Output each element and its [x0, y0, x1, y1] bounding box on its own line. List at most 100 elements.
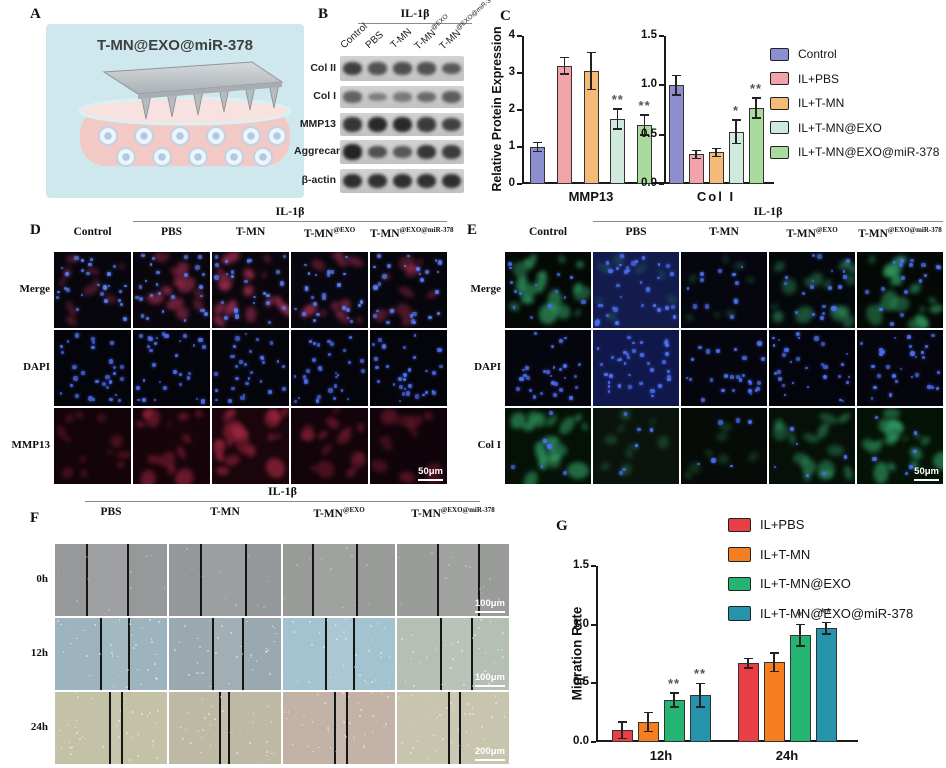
column-header: PBS: [160, 226, 183, 238]
stain-blob: [241, 265, 257, 282]
nucleus-dot: [637, 427, 642, 432]
cell-speckle: [267, 649, 270, 652]
cell-speckle: [334, 624, 337, 626]
cell-speckle: [461, 650, 464, 652]
panel-g-label: G: [556, 518, 568, 534]
nucleus-dot: [754, 388, 758, 392]
stain-blob: [745, 275, 756, 285]
nucleus-dot: [864, 290, 870, 295]
nucleus-dot: [646, 362, 651, 366]
cell-speckle: [372, 731, 374, 734]
nucleus-dot: [828, 286, 832, 291]
cell: [267, 126, 287, 146]
nucleus-dot: [229, 354, 233, 358]
nucleus-dot: [618, 470, 623, 476]
error-cap: [669, 706, 679, 708]
blot-strip: [340, 56, 464, 81]
nucleus-dot: [540, 465, 543, 468]
cell-speckle: [194, 578, 197, 581]
cell-speckle: [481, 625, 484, 628]
stain-blob: [96, 412, 108, 424]
cell: [206, 126, 226, 146]
scale-bar-line: [914, 478, 939, 481]
blot-band: [442, 144, 462, 159]
nucleus-dot: [428, 315, 432, 320]
cell-speckle: [62, 651, 65, 653]
nucleus-dot: [172, 369, 177, 375]
micro-image: [681, 252, 767, 328]
cell-speckle: [435, 647, 438, 649]
cell: [134, 126, 154, 146]
nucleus-dot: [303, 263, 307, 267]
nucleus-dot: [525, 375, 531, 380]
cell-speckle: [380, 652, 382, 654]
nucleus-dot: [403, 372, 408, 377]
nucleus-dot: [215, 388, 219, 392]
nucleus-dot: [563, 296, 566, 299]
scratch-line: [99, 618, 102, 690]
blot-row-label: Aggrecan: [294, 145, 343, 157]
cell-speckle: [228, 731, 231, 734]
cell-speckle: [442, 738, 444, 741]
error-cap: [559, 56, 569, 59]
cell: [241, 126, 261, 146]
nucleus-dot: [106, 272, 111, 276]
nucleus-dot: [158, 291, 162, 295]
nucleus-dot: [651, 394, 654, 398]
nucleus-dot: [885, 365, 890, 370]
nucleus-dot: [422, 393, 425, 397]
nucleus-dot: [73, 376, 78, 381]
cell-speckle: [261, 644, 264, 647]
micro-image: [212, 252, 289, 328]
nucleus-dot: [634, 444, 638, 447]
stain-blob: [595, 295, 604, 304]
cell-speckle: [137, 755, 139, 757]
cell-speckle: [201, 672, 204, 675]
cell-speckle: [135, 644, 137, 646]
nucleus-dot: [730, 464, 733, 468]
nucleus-dot: [518, 291, 522, 295]
cell-speckle: [76, 637, 78, 640]
cell-speckle: [370, 692, 373, 694]
cell-speckle: [156, 757, 158, 759]
cell-speckle: [137, 733, 140, 736]
column-header: T-MN@EXO: [303, 226, 356, 240]
nucleus-dot: [510, 281, 514, 285]
error-bar: [825, 622, 827, 635]
blot-strip: [340, 169, 464, 193]
cell-speckle: [424, 695, 427, 698]
nucleus-dot: [564, 336, 567, 339]
stain-blob: [683, 312, 695, 323]
cell-speckle: [184, 625, 186, 627]
row-label: Merge: [470, 283, 501, 295]
cell-speckle: [126, 686, 128, 688]
nucleus-dot: [415, 266, 420, 271]
error-cap: [821, 621, 831, 624]
panel-b-label: B: [318, 6, 329, 22]
micro-image: [370, 252, 447, 328]
nucleus-dot: [312, 342, 316, 346]
stain-blob: [118, 262, 125, 271]
cell-speckle: [273, 640, 275, 643]
nucleus-dot: [755, 386, 760, 391]
nucleus-dot: [202, 344, 207, 349]
nucleus-dot: [914, 431, 918, 435]
cell-speckle: [345, 618, 347, 621]
sig-stars: **: [749, 81, 763, 97]
cell-speckle: [57, 573, 60, 575]
x-tick-label: 24h: [775, 748, 799, 763]
cell-speckle: [286, 676, 289, 679]
nucleus-dot: [234, 314, 240, 319]
blot-column-label: PBS: [363, 29, 386, 51]
cell-speckle: [266, 754, 268, 757]
cell-speckle: [409, 657, 412, 660]
stain-blob: [245, 306, 257, 323]
y-tick: [517, 183, 522, 185]
nucleus-dot: [715, 348, 721, 354]
error-cap: [617, 737, 627, 740]
nucleus-dot: [412, 311, 417, 317]
cell-speckle: [373, 695, 376, 698]
stain-blob: [74, 409, 86, 420]
cell-speckle: [246, 620, 248, 623]
nucleus-dot: [382, 274, 387, 279]
